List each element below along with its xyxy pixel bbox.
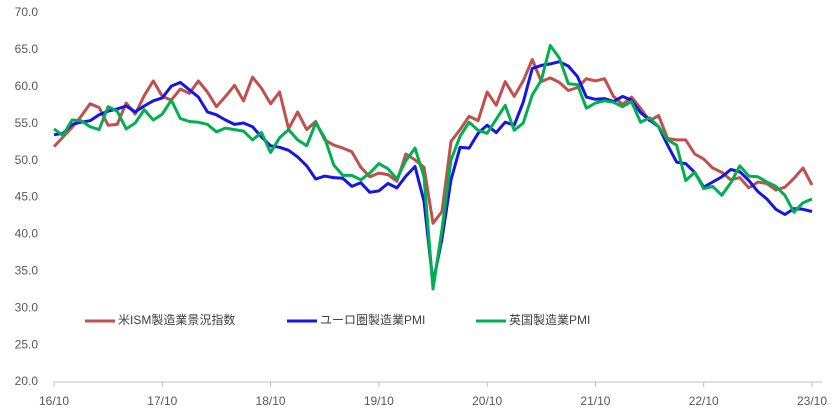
x-tick-label: 16/10 xyxy=(39,394,69,408)
legend: 米ISM製造業景況指数 ユーロ圏製造業PMI 英国製造業PMI xyxy=(85,312,590,327)
y-tick-label: 70.0 xyxy=(15,5,39,19)
x-tick-label: 17/10 xyxy=(147,394,177,408)
series-line xyxy=(53,60,813,285)
x-tick-label: 18/10 xyxy=(256,394,286,408)
series-line xyxy=(52,58,814,225)
x-tick-label: 19/10 xyxy=(364,394,394,408)
legend-label: 米ISM製造業景況指数 xyxy=(118,312,235,327)
y-tick-label: 35.0 xyxy=(15,263,39,277)
y-tick-label: 50.0 xyxy=(15,153,39,167)
x-tick-label: 22/10 xyxy=(689,394,719,408)
y-tick-label: 60.0 xyxy=(15,79,39,93)
x-tick-label: 20/10 xyxy=(472,394,502,408)
y-tick-label: 30.0 xyxy=(15,300,39,314)
series-line xyxy=(53,44,813,291)
legend-label: ユーロ圏製造業PMI xyxy=(320,313,425,327)
y-tick-label: 45.0 xyxy=(15,190,39,204)
y-tick-label: 40.0 xyxy=(15,227,39,241)
y-tick-label: 55.0 xyxy=(15,116,39,130)
x-tick-label: 23/10 xyxy=(797,394,827,408)
y-tick-label: 65.0 xyxy=(15,42,39,56)
x-tick-label: 21/10 xyxy=(580,394,610,408)
y-tick-label: 20.0 xyxy=(15,374,39,388)
legend-label: 英国製造業PMI xyxy=(509,313,590,327)
y-tick-label: 25.0 xyxy=(15,337,39,351)
